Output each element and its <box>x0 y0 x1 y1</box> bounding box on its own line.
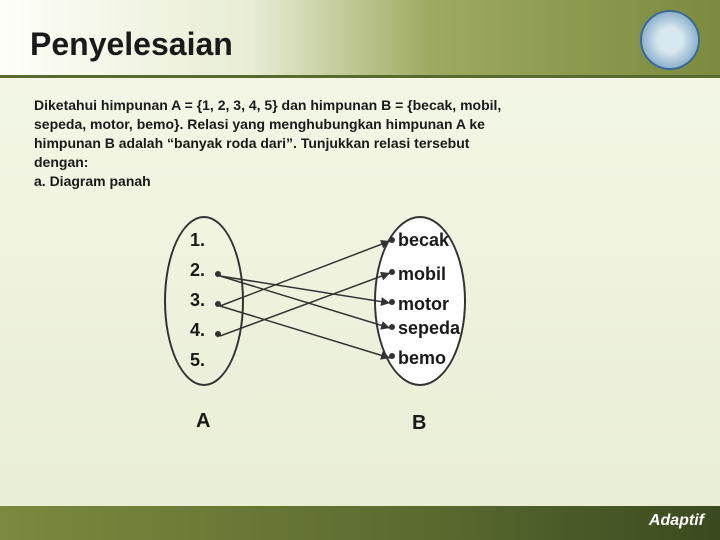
relation-arrow <box>220 273 390 336</box>
problem-line: Diketahui himpunan A = {1, 2, 3, 4, 5} d… <box>34 96 686 115</box>
problem-text: Diketahui himpunan A = {1, 2, 3, 4, 5} d… <box>34 96 686 190</box>
set-a-item: 5. <box>190 350 205 371</box>
logo-icon <box>640 10 700 70</box>
set-a-item: 1. <box>190 230 205 251</box>
problem-line: sepeda, motor, bemo}. Relasi yang menghu… <box>34 115 686 134</box>
relation-arrow <box>220 276 390 303</box>
header: Penyelesaian <box>0 0 720 78</box>
problem-line: a. Diagram panah <box>34 172 686 191</box>
arrow-diagram: 1. 2. 3. 4. 5. becak mobil motor sepeda bemo A B <box>34 216 686 446</box>
set-b-label: B <box>412 412 426 435</box>
content: Diketahui himpunan A = {1, 2, 3, 4, 5} d… <box>0 78 720 446</box>
set-a-item: 4. <box>190 320 205 341</box>
page-title: Penyelesaian <box>30 26 233 63</box>
set-a-label: A <box>196 410 210 433</box>
set-b-item: mobil <box>398 264 446 285</box>
set-b-item: sepeda <box>398 318 460 339</box>
relation-arrow <box>220 306 390 358</box>
set-a-item: 3. <box>190 290 205 311</box>
problem-line: dengan: <box>34 153 686 172</box>
footer: Adaptif <box>0 506 720 540</box>
set-b-item: bemo <box>398 348 446 369</box>
set-a-item: 2. <box>190 260 205 281</box>
footer-text: Adaptif <box>649 512 704 530</box>
relation-arrow <box>220 276 390 328</box>
problem-line: himpunan B adalah “banyak roda dari”. Tu… <box>34 134 686 153</box>
set-b-item: becak <box>398 230 449 251</box>
set-b-item: motor <box>398 294 449 315</box>
relation-arrow <box>220 241 390 306</box>
